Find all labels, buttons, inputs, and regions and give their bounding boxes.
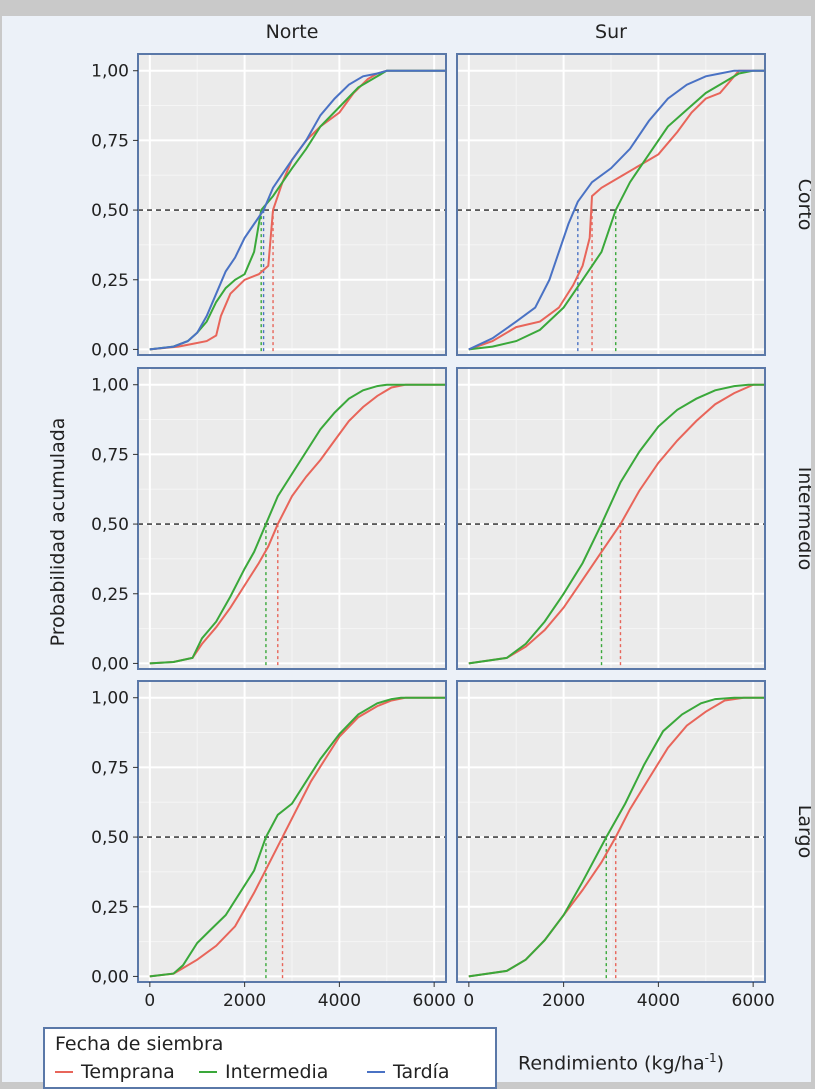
series-line-0 — [149, 696, 446, 978]
x-tick-label: 0 — [144, 991, 155, 1011]
row-label-intermedio: Intermedio — [794, 467, 811, 570]
series-line-0 — [468, 383, 765, 665]
y-tick-label: 0,75 — [91, 131, 129, 151]
y-tick-label: 0,50 — [91, 828, 129, 848]
x-tick-label: 6000 — [413, 991, 456, 1011]
y-tick-label: 0,75 — [91, 758, 129, 778]
x-tick-label: 0 — [463, 991, 474, 1011]
panel-border — [456, 680, 766, 983]
y-axis-title: Probabilidad acumulada — [47, 418, 69, 647]
legend-item-temprana: Temprana — [55, 1060, 175, 1084]
legend-swatch-temprana — [55, 1071, 73, 1073]
series-line-1 — [468, 696, 765, 978]
panel-border — [456, 53, 766, 356]
series-line-1 — [468, 383, 765, 665]
y-tick-label: 0,25 — [91, 271, 129, 291]
y-tick-label: 0,75 — [91, 445, 129, 465]
series-line-1 — [149, 696, 446, 978]
panel-border — [137, 53, 447, 356]
x-axis-title-close: ) — [716, 1052, 725, 1075]
y-tick-label: 0,50 — [91, 201, 129, 221]
panel-intermedio-norte: 0,00 0,25 0,50 0,75 1,00 — [91, 367, 447, 674]
column-label-norte: Norte — [266, 21, 319, 43]
y-tick-label: 0,25 — [91, 898, 129, 918]
row-label-corto: Corto — [794, 179, 811, 231]
legend: Fecha de siembra Temprana Intermedia Tar… — [43, 1027, 497, 1089]
legend-label-intermedia: Intermedia — [225, 1061, 329, 1083]
series-line-2 — [149, 69, 446, 351]
panel-corto-norte: 0,00 0,25 0,50 0,75 1,00 — [91, 53, 447, 360]
y-tick-label: 1,00 — [91, 62, 129, 82]
legend-item-tardia: Tardía — [367, 1060, 450, 1084]
legend-title: Fecha de siembra — [55, 1033, 224, 1055]
y-tick-label: 1,00 — [91, 376, 129, 396]
panel-border — [456, 367, 766, 670]
x-tick-label: 2000 — [223, 991, 266, 1011]
row-label-largo: Largo — [794, 805, 811, 858]
x-axis-title-sup: -1 — [704, 1051, 717, 1065]
x-tick-label: 4000 — [318, 991, 361, 1011]
x-tick-label: 4000 — [637, 991, 680, 1011]
panel-largo-norte: 0,00 0,25 0,50 0,75 1,00 0 2000 4000 6000 — [91, 680, 456, 1011]
legend-item-intermedia: Intermedia — [199, 1060, 328, 1084]
y-tick-label: 0,50 — [91, 515, 129, 535]
panel-corto-sur — [456, 53, 766, 356]
legend-swatch-tardia — [367, 1071, 385, 1073]
column-label-sur: Sur — [595, 21, 627, 43]
legend-label-tardia: Tardía — [393, 1061, 450, 1083]
panel-border — [137, 367, 447, 670]
figure: Norte Sur Corto Intermedio Largo Probabilidad… — [2, 16, 811, 1089]
x-axis-title-main: Rendimiento (kg/ha — [518, 1052, 705, 1075]
panel-intermedio-sur — [456, 367, 766, 670]
chart-svg: Norte Sur Corto Intermedio Largo Probabilidad… — [47, 21, 811, 1011]
y-tick-label: 0,00 — [91, 654, 129, 674]
legend-label-temprana: Temprana — [81, 1061, 175, 1083]
legend-swatch-intermedia — [199, 1071, 217, 1073]
y-tick-label: 0,25 — [91, 585, 129, 605]
x-tick-label: 6000 — [732, 991, 775, 1011]
y-tick-label: 1,00 — [91, 689, 129, 709]
panel-largo-sur: 0 2000 4000 6000 — [456, 680, 775, 1011]
series-line-2 — [468, 69, 765, 351]
y-tick-label: 0,00 — [91, 340, 129, 360]
panel-border — [137, 680, 447, 983]
series-line-0 — [468, 69, 765, 351]
series-line-0 — [149, 383, 446, 665]
x-axis-title: Rendimiento (kg/ha-1) — [518, 1051, 724, 1074]
x-tick-label: 2000 — [542, 991, 585, 1011]
y-tick-label: 0,00 — [91, 967, 129, 987]
series-line-1 — [149, 383, 446, 665]
series-line-1 — [468, 69, 765, 351]
